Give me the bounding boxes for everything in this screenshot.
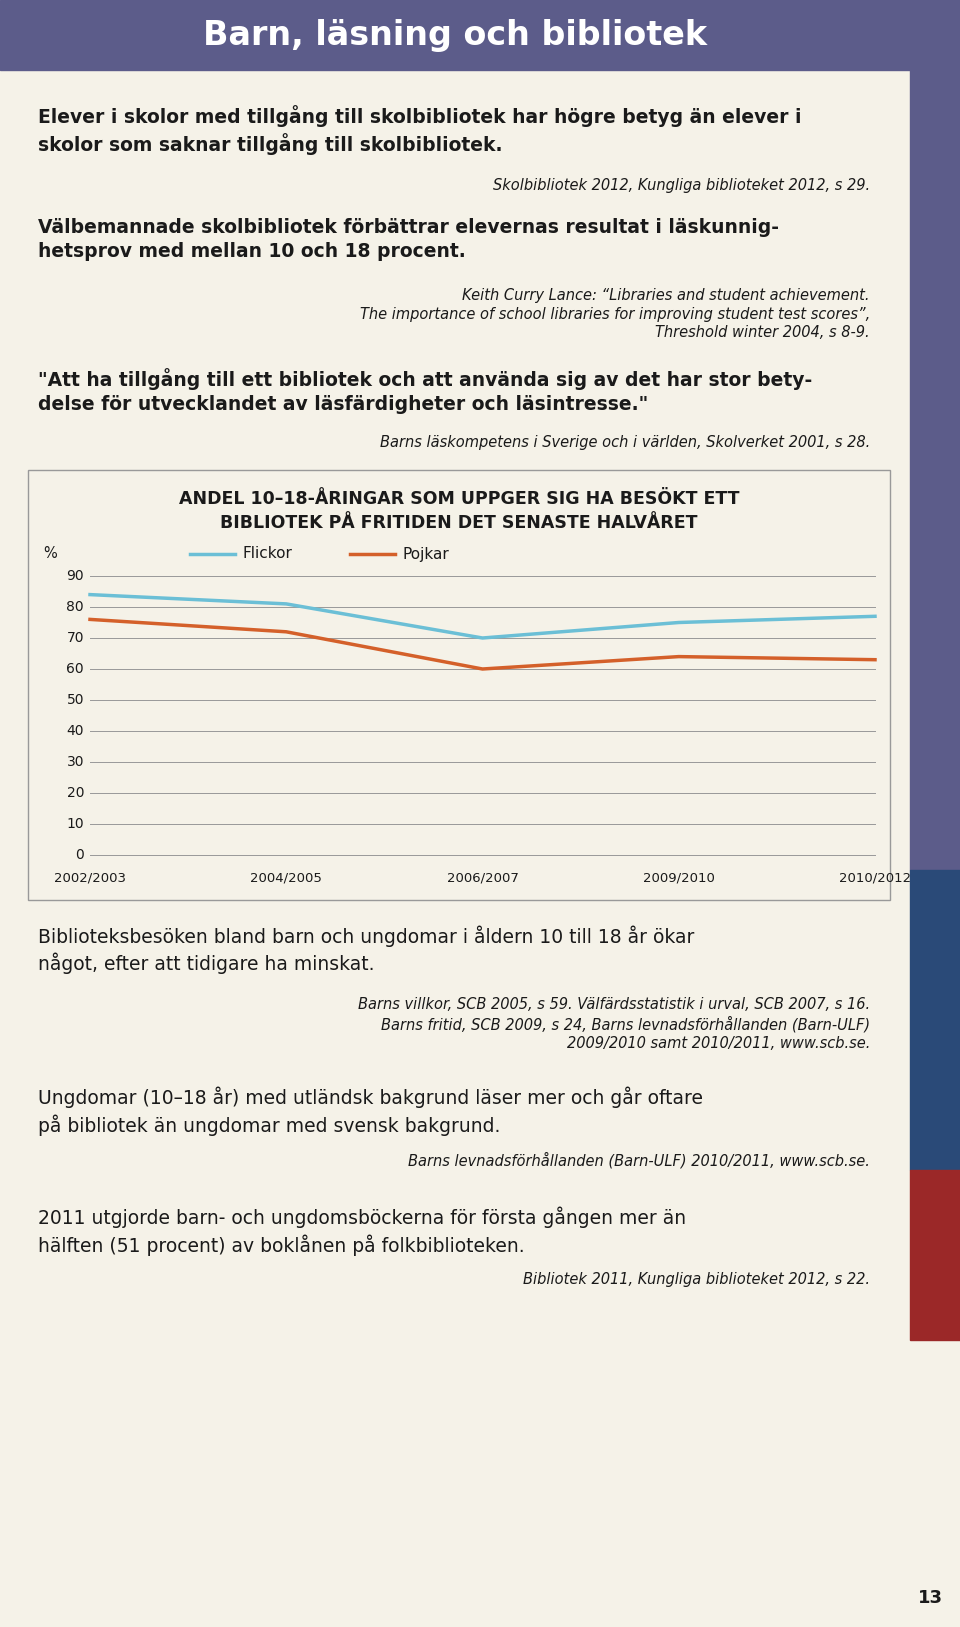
- Text: %: %: [43, 547, 57, 561]
- Text: 2009/2010: 2009/2010: [643, 870, 714, 883]
- Text: 90: 90: [66, 569, 84, 582]
- Text: Ungdomar (10–18 år) med utländsk bakgrund läser mer och går oftare
på bibliotek : Ungdomar (10–18 år) med utländsk bakgrun…: [38, 1087, 703, 1136]
- Text: 2002/2003: 2002/2003: [54, 870, 126, 883]
- Text: Välbemannade skolbibliotek förbättrar elevernas resultat i läskunnig-
hetsprov m: Välbemannade skolbibliotek förbättrar el…: [38, 218, 779, 262]
- Text: Biblioteksbesöken bland barn och ungdomar i åldern 10 till 18 år ökar
något, eft: Biblioteksbesöken bland barn och ungdoma…: [38, 926, 694, 975]
- Bar: [910, 0, 960, 870]
- Text: 10: 10: [66, 817, 84, 831]
- Text: Pojkar: Pojkar: [402, 547, 448, 561]
- Text: Keith Curry Lance: “Libraries and student achievement.
The importance of school : Keith Curry Lance: “Libraries and studen…: [360, 288, 870, 340]
- Text: Barn, läsning och bibliotek: Barn, läsning och bibliotek: [203, 18, 707, 52]
- Text: Bibliotek 2011, Kungliga biblioteket 2012, s 22.: Bibliotek 2011, Kungliga biblioteket 201…: [523, 1272, 870, 1287]
- Text: 80: 80: [66, 600, 84, 613]
- Bar: [0, 0, 910, 70]
- Text: 60: 60: [66, 662, 84, 675]
- Text: 30: 30: [66, 755, 84, 770]
- Bar: [910, 1170, 960, 1341]
- Text: Barns levnadsförhållanden (Barn-ULF) 2010/2011, www.scb.se.: Barns levnadsförhållanden (Barn-ULF) 201…: [408, 1152, 870, 1168]
- Text: 20: 20: [66, 786, 84, 800]
- Text: BIBLIOTEK PÅ FRITIDEN DET SENASTE HALVÅRET: BIBLIOTEK PÅ FRITIDEN DET SENASTE HALVÅR…: [220, 514, 698, 532]
- Text: 40: 40: [66, 724, 84, 739]
- Text: ANDEL 10–18-ÅRINGAR SOM UPPGER SIG HA BESÖKT ETT: ANDEL 10–18-ÅRINGAR SOM UPPGER SIG HA BE…: [179, 490, 739, 508]
- Text: 2011 utgjorde barn- och ungdomsböckerna för första gången mer än
hälften (51 pro: 2011 utgjorde barn- och ungdomsböckerna …: [38, 1207, 686, 1256]
- Text: 2004/2005: 2004/2005: [251, 870, 323, 883]
- Text: Elever i skolor med tillgång till skolbibliotek har högre betyg än elever i
skol: Elever i skolor med tillgång till skolbi…: [38, 106, 802, 155]
- Text: Barns läskompetens i Sverige och i världen, Skolverket 2001, s 28.: Barns läskompetens i Sverige och i värld…: [380, 434, 870, 451]
- Text: Flickor: Flickor: [242, 547, 292, 561]
- Text: 2006/2007: 2006/2007: [446, 870, 518, 883]
- Text: 2010/2012: 2010/2012: [839, 870, 911, 883]
- Bar: [28, 470, 890, 900]
- Text: Barns villkor, SCB 2005, s 59. Välfärdsstatistik i urval, SCB 2007, s 16.
Barns : Barns villkor, SCB 2005, s 59. Välfärdss…: [358, 997, 870, 1051]
- Text: Skolbibliotek 2012, Kungliga biblioteket 2012, s 29.: Skolbibliotek 2012, Kungliga biblioteket…: [492, 177, 870, 194]
- Text: 50: 50: [66, 693, 84, 708]
- Bar: [910, 870, 960, 1170]
- Text: 0: 0: [75, 848, 84, 862]
- Text: 70: 70: [66, 631, 84, 644]
- Text: 13: 13: [918, 1590, 943, 1607]
- Text: "Att ha tillgång till ett bibliotek och att använda sig av det har stor bety-
de: "Att ha tillgång till ett bibliotek och …: [38, 368, 812, 415]
